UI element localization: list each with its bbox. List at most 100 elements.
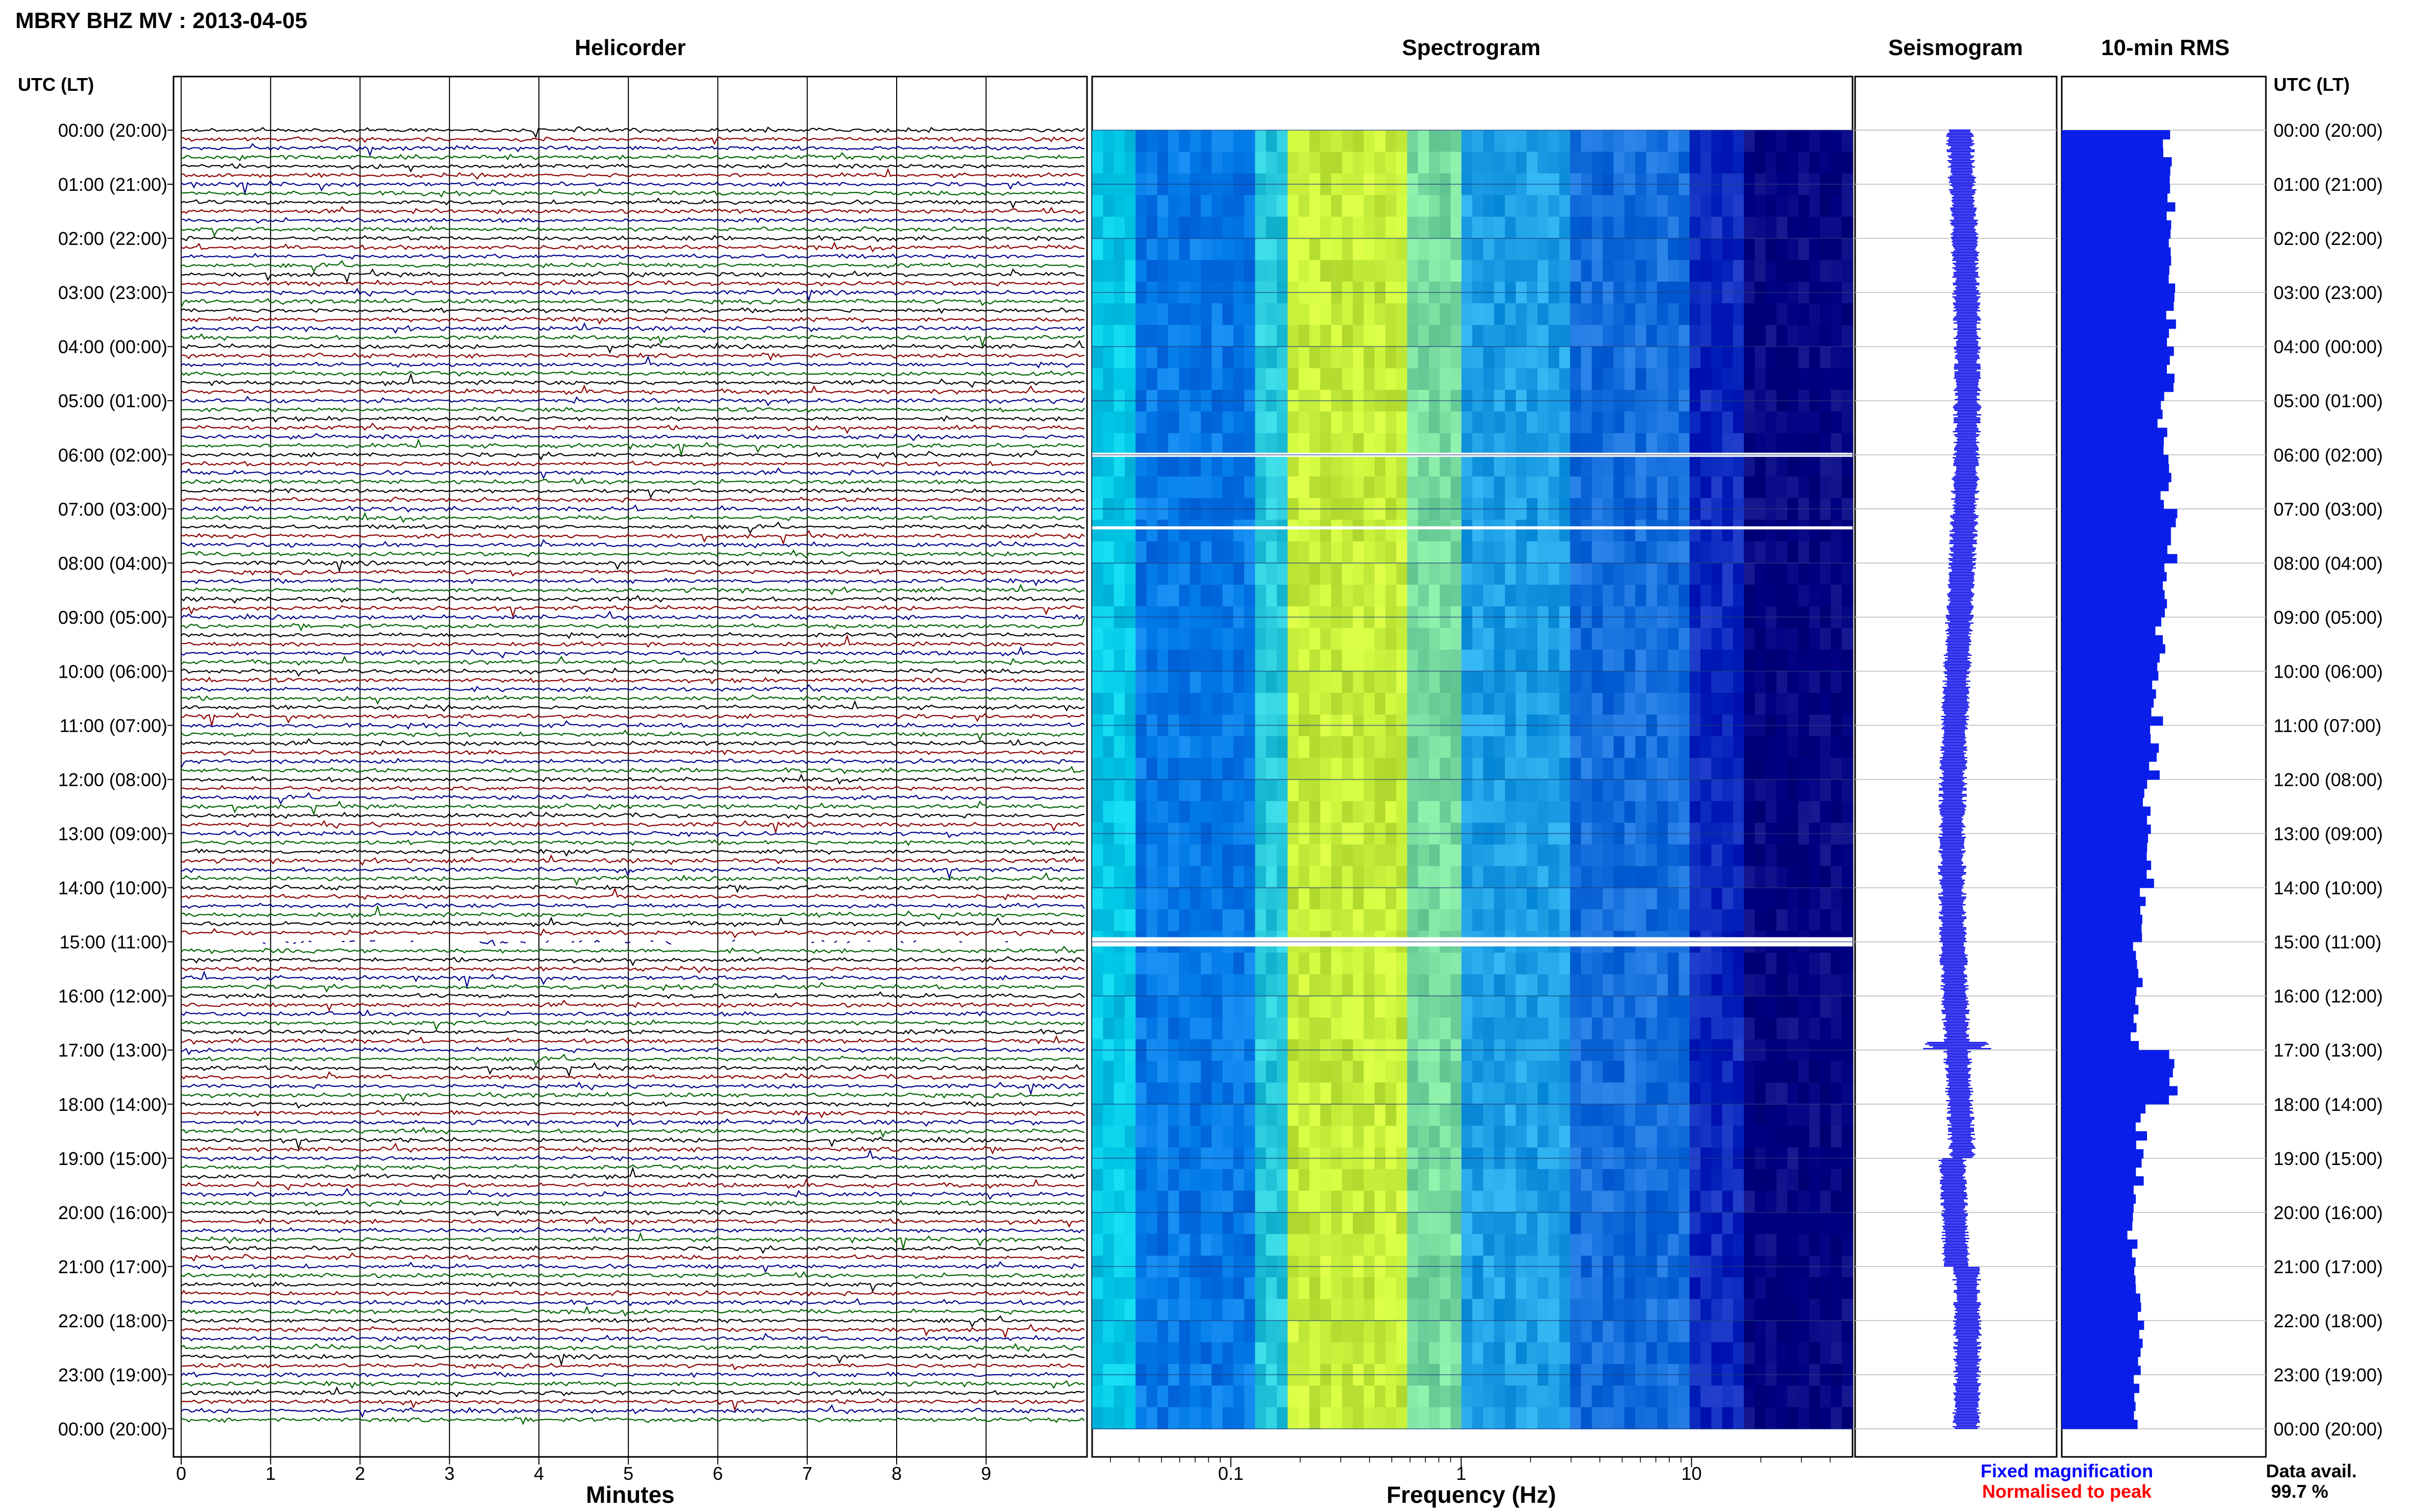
spectrogram-cell bbox=[1787, 325, 1799, 347]
spectrogram-cell bbox=[1559, 152, 1571, 174]
spectrogram-cell bbox=[1624, 1385, 1636, 1408]
spectrogram-cell bbox=[1233, 1234, 1245, 1256]
spectrogram-cell bbox=[1092, 758, 1104, 780]
spectrogram-cell bbox=[1103, 779, 1115, 802]
spectrogram-cell bbox=[1200, 130, 1212, 153]
spectrogram-cell bbox=[1222, 195, 1234, 217]
spectrogram-cell bbox=[1722, 1407, 1734, 1429]
spectrogram-cell bbox=[1657, 411, 1668, 434]
spectrogram-cell bbox=[1396, 433, 1408, 455]
spectrogram-cell bbox=[1255, 1082, 1267, 1105]
spectrogram-cell bbox=[1798, 541, 1810, 564]
spectrogram-cell bbox=[1233, 671, 1245, 693]
spectrogram-cell bbox=[1092, 1126, 1104, 1148]
spectrogram-cell bbox=[1374, 1126, 1386, 1148]
helicorder-trace bbox=[181, 512, 1085, 524]
spectrogram-cell bbox=[1722, 1320, 1734, 1343]
spectrogram-cell bbox=[1179, 433, 1191, 455]
spectrogram-cell bbox=[1820, 1082, 1832, 1105]
spectrogram-cell bbox=[1190, 260, 1201, 282]
spectrogram-cell bbox=[1494, 628, 1505, 650]
time-label-left: 18:00 (14:00) bbox=[58, 1094, 167, 1115]
spectrogram-cell bbox=[1331, 1407, 1343, 1429]
spectrogram-cell bbox=[1157, 1082, 1169, 1105]
spectrogram-cell bbox=[1689, 628, 1701, 650]
spectrogram-cell bbox=[1179, 736, 1191, 758]
helicorder-trace bbox=[181, 757, 1085, 769]
spectrogram-cell bbox=[1711, 952, 1723, 975]
spectrogram-cell bbox=[1244, 216, 1256, 239]
spectrogram-cell bbox=[1820, 368, 1832, 390]
data-avail-label: Data avail. bbox=[2266, 1460, 2357, 1481]
spectrogram-cell bbox=[1288, 692, 1299, 715]
spectrogram-cell bbox=[1461, 130, 1473, 153]
helicorder-trace bbox=[181, 946, 1085, 954]
spectrogram-cell bbox=[1581, 1169, 1592, 1192]
spectrogram-cell bbox=[1103, 1082, 1115, 1105]
spectrogram-cell bbox=[1179, 1385, 1191, 1408]
spectrogram-cell bbox=[1364, 1299, 1375, 1321]
spectrogram-cell bbox=[1537, 996, 1549, 1018]
spectrogram-cell bbox=[1374, 303, 1386, 326]
spectrogram-cell bbox=[1352, 1126, 1364, 1148]
spectrogram-cell bbox=[1483, 1299, 1495, 1321]
spectrogram-cell bbox=[1168, 260, 1180, 282]
spectrogram-cell bbox=[1233, 628, 1245, 650]
spectrogram-cell bbox=[1440, 303, 1451, 326]
data-avail-value: 99.7 % bbox=[2271, 1481, 2328, 1502]
spectrogram-cell bbox=[1526, 1169, 1538, 1192]
spectrogram-cell bbox=[1157, 779, 1169, 802]
spectrogram-cell bbox=[1428, 1082, 1440, 1105]
spectrogram-cell bbox=[1124, 1407, 1136, 1429]
spectrogram-cell bbox=[1222, 1104, 1234, 1126]
spectrogram-cell bbox=[1255, 368, 1267, 390]
spectrogram-cell bbox=[1798, 433, 1810, 455]
rms-bar bbox=[2062, 500, 2164, 509]
spectrogram-cell bbox=[1168, 195, 1180, 217]
spectrogram-cell bbox=[1635, 1082, 1647, 1105]
helicorder-trace bbox=[181, 1053, 1085, 1067]
spectrogram-cell bbox=[1722, 238, 1734, 261]
spectrogram-cell bbox=[1733, 650, 1744, 672]
spectrogram-cell bbox=[1212, 779, 1223, 802]
spectrogram-cell bbox=[1820, 1320, 1832, 1343]
spectrogram-cell bbox=[1385, 476, 1397, 499]
spectrogram-cell bbox=[1114, 671, 1125, 693]
spectrogram-cell bbox=[1646, 1169, 1658, 1192]
spectrogram-cell bbox=[1103, 1277, 1115, 1300]
spectrogram-cell bbox=[1168, 1082, 1180, 1105]
spectrogram-cell bbox=[1136, 1104, 1147, 1126]
spectrogram-cell bbox=[1428, 346, 1440, 369]
spectrogram-cell bbox=[1407, 195, 1419, 217]
rms-bar bbox=[2062, 969, 2138, 978]
spectrogram-cell bbox=[1657, 1018, 1668, 1040]
spectrogram-cell bbox=[1374, 216, 1386, 239]
spectrogram-cell bbox=[1657, 996, 1668, 1018]
spectrogram-cell bbox=[1494, 866, 1505, 888]
spectrogram-cell bbox=[1841, 368, 1853, 390]
spectrogram-cell bbox=[1385, 1126, 1397, 1148]
spectrogram-cell bbox=[1396, 195, 1408, 217]
spectrogram-cell bbox=[1440, 260, 1451, 282]
spectrogram-cell bbox=[1374, 779, 1386, 802]
spectrogram-cell bbox=[1288, 1277, 1299, 1300]
spectrogram-cell bbox=[1461, 584, 1473, 607]
spectrogram-cell bbox=[1831, 411, 1842, 434]
spectrogram-cell bbox=[1450, 1060, 1462, 1083]
spectrogram-cell bbox=[1624, 584, 1636, 607]
spectrogram-cell bbox=[1559, 801, 1571, 824]
spectrogram-cell bbox=[1396, 692, 1408, 715]
spectrogram-cell bbox=[1364, 563, 1375, 585]
spectrogram-cell bbox=[1733, 368, 1744, 390]
spectrogram-cell bbox=[1136, 584, 1147, 607]
spectrogram-cell bbox=[1581, 152, 1592, 174]
spectrogram-cell bbox=[1320, 584, 1332, 607]
spectrogram-cell bbox=[1646, 887, 1658, 910]
spectrogram-cell bbox=[1646, 1082, 1658, 1105]
spectrogram-cell bbox=[1483, 476, 1495, 499]
spectrogram-cell bbox=[1526, 195, 1538, 217]
spectrogram-cell bbox=[1700, 368, 1712, 390]
spectrogram-cell bbox=[1602, 650, 1614, 672]
spectrogram-cell bbox=[1613, 650, 1625, 672]
spectrogram-cell bbox=[1744, 368, 1756, 390]
